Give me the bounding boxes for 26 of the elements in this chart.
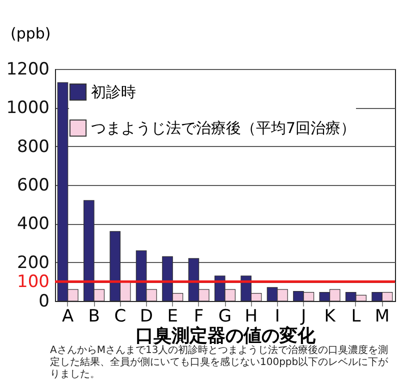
x-tick-label: I (274, 306, 280, 326)
legend-label: つまようじ法で治療後（平均7回治療） (91, 119, 356, 137)
x-tick-label: E (167, 306, 178, 326)
y-tick-label: 400 (17, 214, 50, 234)
x-tick-label: H (244, 306, 258, 326)
x-tick-label: B (88, 306, 100, 326)
x-tick-label: G (218, 306, 232, 326)
x-tick-label: D (140, 306, 153, 326)
y-tick-label: 100 (17, 272, 50, 292)
y-axis-title: (ppb) (10, 24, 51, 42)
text: AさんからMさんまで13人の初診時とつまようじ法で治療後の口臭濃度を測定した結果、全員が側にいても口臭を感じない100ppb以下のレベルに下がりました。 (50, 345, 390, 381)
x-tick-label: M (374, 306, 390, 326)
x-tick-label: F (194, 306, 204, 326)
y-tick-label: 1200 (6, 60, 50, 80)
y-tick-label: 600 (17, 176, 50, 196)
x-tick-label: J (300, 306, 306, 326)
x-axis-title: 口臭測定器の値の変化 (136, 326, 316, 346)
x-tick-label: K (324, 306, 336, 326)
y-tick-label: 200 (17, 252, 50, 273)
x-tick-label: L (351, 306, 362, 326)
x-tick-label: A (62, 306, 74, 326)
x-tick-label: C (114, 306, 126, 326)
y-tick-label: 1000 (6, 98, 50, 118)
legend-label: 初診時 (91, 83, 136, 101)
y-tick-label: 0 (38, 292, 50, 312)
y-tick-label: 800 (17, 136, 50, 157)
